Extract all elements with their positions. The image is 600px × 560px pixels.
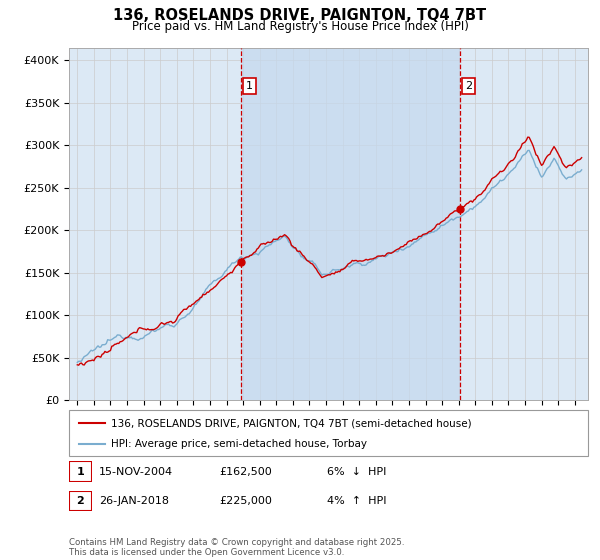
Text: 2: 2 bbox=[465, 81, 472, 91]
Text: HPI: Average price, semi-detached house, Torbay: HPI: Average price, semi-detached house,… bbox=[110, 438, 367, 449]
Text: £162,500: £162,500 bbox=[219, 466, 272, 477]
Text: 4%  ↑  HPI: 4% ↑ HPI bbox=[327, 496, 386, 506]
Text: 1: 1 bbox=[246, 81, 253, 91]
Text: 136, ROSELANDS DRIVE, PAIGNTON, TQ4 7BT: 136, ROSELANDS DRIVE, PAIGNTON, TQ4 7BT bbox=[113, 8, 487, 24]
Text: 136, ROSELANDS DRIVE, PAIGNTON, TQ4 7BT (semi-detached house): 136, ROSELANDS DRIVE, PAIGNTON, TQ4 7BT … bbox=[110, 418, 471, 428]
Text: 1: 1 bbox=[77, 466, 84, 477]
Text: Contains HM Land Registry data © Crown copyright and database right 2025.
This d: Contains HM Land Registry data © Crown c… bbox=[69, 538, 404, 557]
Text: Price paid vs. HM Land Registry's House Price Index (HPI): Price paid vs. HM Land Registry's House … bbox=[131, 20, 469, 32]
Text: £225,000: £225,000 bbox=[219, 496, 272, 506]
Text: 26-JAN-2018: 26-JAN-2018 bbox=[99, 496, 169, 506]
Bar bbox=[241, 48, 460, 400]
Text: 2: 2 bbox=[77, 496, 84, 506]
FancyBboxPatch shape bbox=[69, 491, 92, 511]
Text: 6%  ↓  HPI: 6% ↓ HPI bbox=[327, 466, 386, 477]
FancyBboxPatch shape bbox=[69, 410, 588, 456]
Text: 15-NOV-2004: 15-NOV-2004 bbox=[99, 466, 173, 477]
FancyBboxPatch shape bbox=[69, 461, 92, 482]
